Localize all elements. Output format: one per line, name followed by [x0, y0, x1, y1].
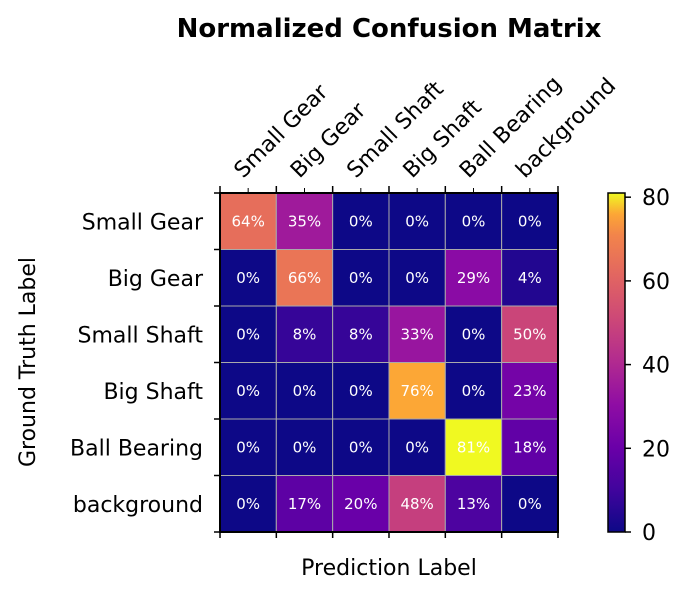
cell-value-label: 76% — [400, 382, 433, 400]
cell-value-label: 0% — [462, 325, 486, 343]
cell-value-label: 0% — [518, 212, 542, 230]
cell-value-label: 0% — [236, 325, 260, 343]
chart-title: Normalized Confusion Matrix — [177, 14, 602, 44]
x-axis-label: Prediction Label — [301, 556, 477, 581]
heatmap-cell — [444, 418, 503, 476]
cell-value-label: 0% — [405, 212, 429, 230]
heatmap-cell — [275, 362, 334, 420]
cell-value-label: 33% — [400, 325, 433, 343]
y-tick-label: Small Shaft — [78, 323, 204, 348]
x-tick-label: background — [511, 74, 621, 184]
y-tick-label: background — [73, 493, 203, 518]
heatmap-cell — [275, 305, 334, 363]
heatmap-cell — [388, 418, 446, 476]
heatmap-cell — [275, 249, 334, 307]
colorbar-tick-label: 20 — [642, 437, 670, 462]
cell-value-label: 66% — [288, 269, 321, 287]
cell-value-label: 18% — [513, 438, 546, 456]
y-axis-label: Ground Truth Label — [16, 257, 41, 467]
cell-value-label: 35% — [288, 212, 321, 230]
heatmap-cell — [501, 305, 559, 363]
heatmap-cell — [219, 192, 277, 250]
heatmap-cell — [501, 249, 559, 307]
cell-value-label: 0% — [293, 438, 317, 456]
matrix-frame — [219, 192, 559, 533]
cell-value-label: 0% — [462, 212, 486, 230]
cell-value-label: 8% — [293, 325, 317, 343]
cell-value-label: 0% — [349, 212, 373, 230]
colorbar-tick-label: 80 — [642, 186, 670, 211]
colorbar — [607, 192, 626, 533]
cell-value-label: 4% — [518, 269, 542, 287]
heatmap-cell — [388, 305, 446, 363]
cell-value-label: 0% — [349, 269, 373, 287]
heatmap-cell — [219, 475, 277, 533]
cell-value-label: 17% — [288, 495, 321, 513]
y-tick-label: Big Gear — [108, 267, 204, 292]
cell-value-label: 81% — [457, 438, 490, 456]
cell-value-label: 13% — [457, 495, 490, 513]
heatmap-cell — [219, 362, 277, 420]
heatmap-cell — [275, 192, 334, 250]
heatmap-cell — [219, 418, 277, 476]
heatmap-cells: 64% 35% 0% 0% 0% 0% 0% 66% 0% 0% 29% 4% 0% 8% 8% 33% 0% 5… — [219, 192, 559, 533]
heatmap-cell — [501, 475, 559, 533]
heatmap-cell — [388, 249, 446, 307]
heatmap-cell — [332, 362, 390, 420]
cell-value-label: 0% — [405, 269, 429, 287]
cell-value-label: 0% — [236, 495, 260, 513]
cell-value-label: 0% — [236, 269, 260, 287]
cell-value-label: 29% — [457, 269, 490, 287]
colorbar-tick-label: 60 — [642, 270, 670, 295]
cell-value-label: 50% — [513, 325, 546, 343]
cell-value-label: 0% — [293, 382, 317, 400]
cell-value-label: 0% — [349, 382, 373, 400]
heatmap-cell — [388, 362, 446, 420]
cell-value-label: 20% — [344, 495, 377, 513]
y-axis-ticks: Small Gear Big Gear Small Shaft Big Shaft Ba… — [70, 192, 220, 533]
cell-value-label: 0% — [236, 438, 260, 456]
cell-value-label: 48% — [400, 495, 433, 513]
cell-value-label: 8% — [349, 325, 373, 343]
cell-value-label: 0% — [349, 438, 373, 456]
cell-value-label: 0% — [462, 382, 486, 400]
heatmap-cell — [501, 192, 559, 250]
cell-value-label: 0% — [236, 382, 260, 400]
heatmap-cell — [332, 418, 390, 476]
heatmap-cell — [444, 362, 503, 420]
cell-value-label: 0% — [405, 438, 429, 456]
heatmap-cell — [444, 305, 503, 363]
colorbar-tick-label: 0 — [642, 521, 656, 546]
colorbar-tick-label: 40 — [642, 354, 670, 379]
cell-value-label: 0% — [518, 495, 542, 513]
y-tick-label: Small Gear — [82, 210, 204, 235]
y-tick-label: Big Shaft — [103, 380, 203, 405]
colorbar-ticks: 0 20 40 60 80 — [625, 186, 670, 546]
cell-value-label: 23% — [513, 382, 546, 400]
cell-value-label: 64% — [231, 212, 264, 230]
y-tick-label: Ball Bearing — [70, 436, 203, 461]
